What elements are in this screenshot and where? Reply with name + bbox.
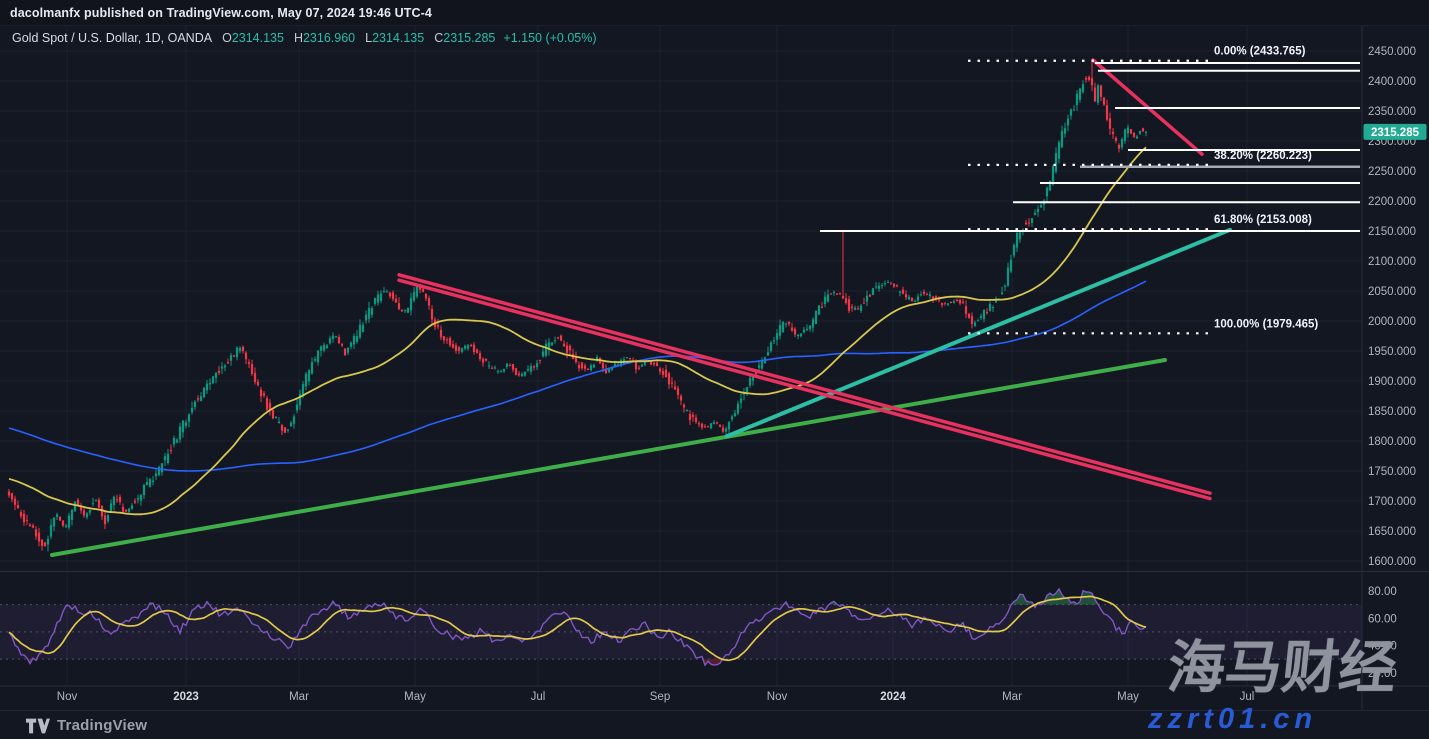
svg-text:2023: 2023 [173,691,199,703]
chart-legend: Gold Spot / U.S. Dollar, 1D, OANDA O2314… [12,31,597,45]
footer-toolbar: TradingView [0,710,1429,739]
publish-header-bar: dacolmanfx published on TradingView.com,… [0,0,1429,26]
fib-retracement-layer[interactable]: 0.00% (2433.765) 38.20% (2260.223) 61.80% … [968,46,1318,335]
svg-text:Sep: Sep [650,691,670,703]
candles-layer [7,60,1148,552]
svg-text:1700.000: 1700.000 [1368,496,1416,508]
svg-text:2050.000: 2050.000 [1368,286,1416,298]
price-axis[interactable]: 2450.0002400.0002350.0002300.0002250.000… [1368,46,1416,680]
svg-text:2250.000: 2250.000 [1368,166,1416,178]
channel-pink-lower [397,278,1212,501]
symbol-title[interactable]: Gold Spot / U.S. Dollar, 1D, OANDA [12,31,213,45]
svg-text:2315.285: 2315.285 [1371,127,1420,139]
fib-label: 100.00% (1979.465) [1214,318,1318,330]
rsi-pane [8,587,1147,667]
last-price-badge: 2315.285 [1363,123,1427,140]
svg-text:1950.000: 1950.000 [1368,346,1416,358]
ohlc-low: L2314.135 [365,31,425,45]
svg-text:May: May [404,691,426,703]
svg-text:Mar: Mar [1002,691,1022,703]
svg-text:1750.000: 1750.000 [1368,466,1416,478]
svg-text:2000.000: 2000.000 [1368,316,1416,328]
svg-text:1650.000: 1650.000 [1368,526,1416,538]
fib-label: 61.80% (2153.008) [1214,214,1312,226]
watermark-secondary: zzrt01.cn [1148,703,1318,735]
rsi-band [0,604,1362,660]
svg-text:1850.000: 1850.000 [1368,406,1416,418]
svg-text:Nov: Nov [57,691,78,703]
svg-text:2450.000: 2450.000 [1368,46,1416,58]
ohlc-close: C2315.285 [434,31,496,45]
svg-text:80.00: 80.00 [1368,586,1397,598]
svg-text:May: May [1117,691,1139,703]
svg-text:60.00: 60.00 [1368,613,1397,625]
svg-text:Jul: Jul [1240,691,1255,703]
price-change: +1.150 (+0.05%) [503,31,597,45]
svg-text:2150.000: 2150.000 [1368,226,1416,238]
svg-text:Mar: Mar [289,691,309,703]
svg-text:2200.000: 2200.000 [1368,196,1416,208]
svg-text:2400.000: 2400.000 [1368,76,1416,88]
svg-text:1800.000: 1800.000 [1368,436,1416,448]
tradingview-brand-text[interactable]: TradingView [57,717,148,734]
grid-lines [0,25,1362,686]
trendlines-layer[interactable] [50,58,1232,557]
ohlc-high: H2316.960 [293,31,356,45]
svg-text:2350.000: 2350.000 [1368,106,1416,118]
fib-label: 0.00% (2433.765) [1214,46,1306,58]
svg-text:1900.000: 1900.000 [1368,376,1416,388]
time-axis[interactable]: Nov 2023 Mar May Jul Sep Nov 2024 Mar May Jul [57,691,1255,703]
svg-text:20.00: 20.00 [1368,668,1397,680]
ohlc-open: O2314.135 [222,31,284,45]
tradingview-logo-icon [26,718,50,733]
channel-pink-upper [397,273,1212,495]
svg-text:Nov: Nov [767,691,788,703]
svg-text:2100.000: 2100.000 [1368,256,1416,268]
svg-text:1600.000: 1600.000 [1368,556,1416,568]
publish-info-text: dacolmanfx published on TradingView.com,… [10,5,432,20]
support-green [50,358,1167,557]
tradingview-logo[interactable]: TradingView [26,717,147,734]
svg-text:Jul: Jul [531,691,546,703]
svg-text:2024: 2024 [880,691,906,703]
fib-label: 38.20% (2260.223) [1214,150,1312,162]
horizontal-rays-layer[interactable] [820,62,1360,232]
watermark-primary: 海马财经 [1164,636,1400,700]
svg-text:40.00: 40.00 [1368,641,1397,653]
